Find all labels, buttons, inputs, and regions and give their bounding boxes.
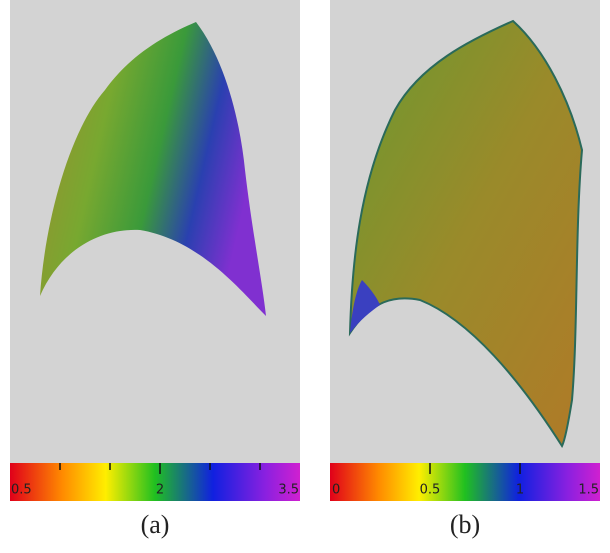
colorbar-label: 0 <box>332 483 340 498</box>
colorbar-label: 1 <box>516 483 524 498</box>
colorbar-label: 2 <box>156 483 164 498</box>
colorbar-ticks <box>59 463 261 474</box>
colorbar-label: 3.5 <box>278 483 299 498</box>
colorbar-label: 0.5 <box>420 483 441 498</box>
lung-map <box>348 19 584 449</box>
lung-map <box>40 22 266 316</box>
colorbar-label: 1.5 <box>578 483 599 498</box>
caption: (b) <box>450 510 480 539</box>
lung-region <box>350 280 380 333</box>
panel-a: 0.5 2 3.5 (a) <box>10 0 300 539</box>
colorbar <box>10 463 300 501</box>
colorbar <box>330 463 600 501</box>
caption: (a) <box>141 510 170 539</box>
panel-b: 0 0.5 1 1.5 (b) <box>330 0 600 539</box>
colorbar-ticks <box>429 463 521 474</box>
colorbar-label: 0.5 <box>11 483 32 498</box>
